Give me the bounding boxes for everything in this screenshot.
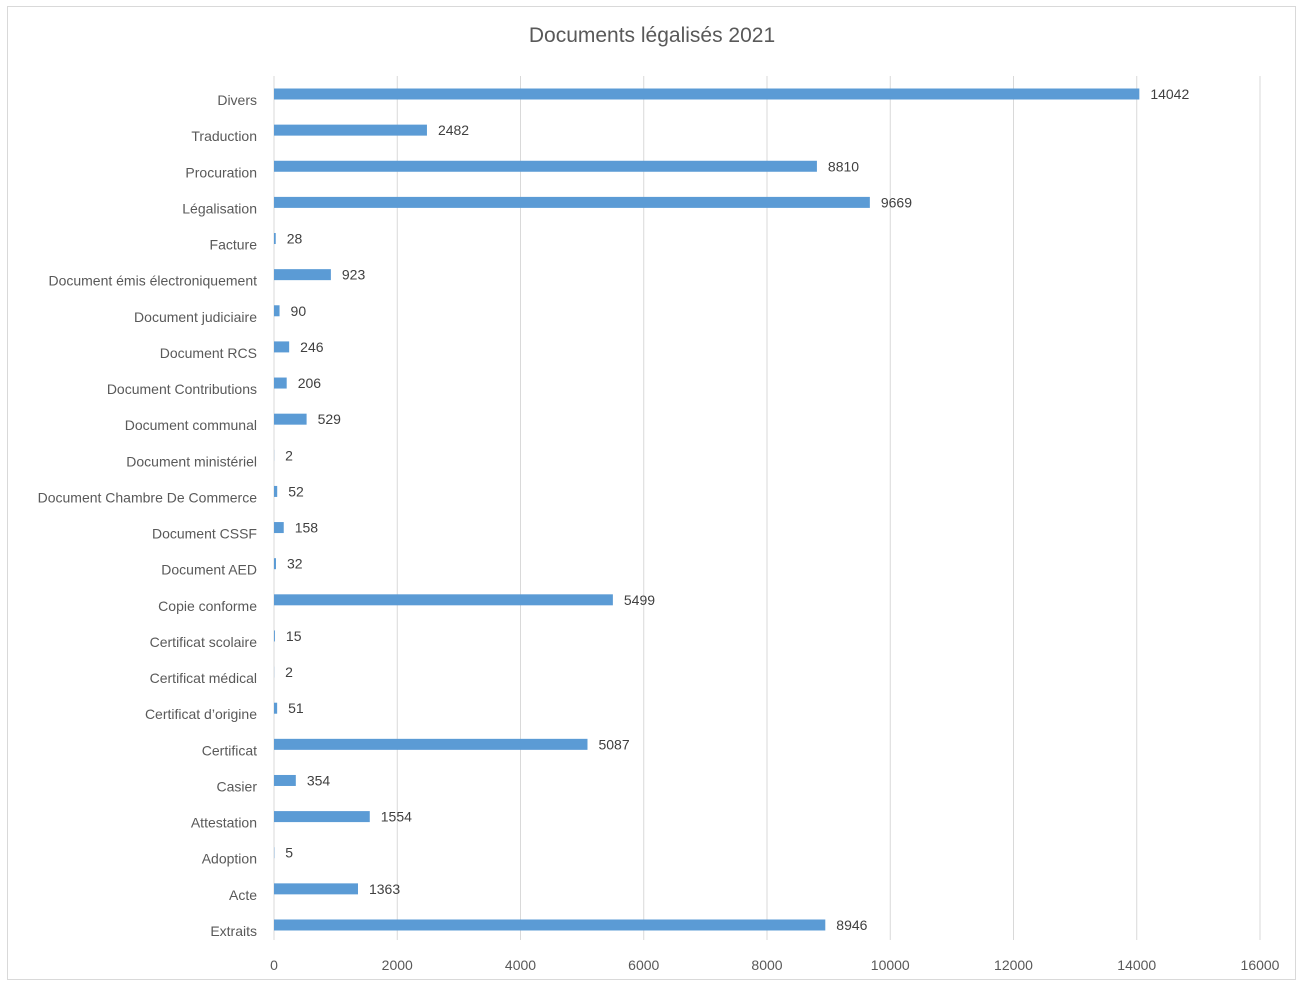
bar xyxy=(274,413,307,425)
data-label: 51 xyxy=(288,700,304,716)
category-label: Certificat scolaire xyxy=(150,634,258,650)
bar xyxy=(274,124,427,136)
bar xyxy=(274,558,276,570)
x-tick-label: 2000 xyxy=(382,957,413,973)
category-label: Document Contributions xyxy=(107,381,257,397)
data-label: 2 xyxy=(285,447,293,463)
value-labels: 1404224828810966928923902462065292521583… xyxy=(285,86,1189,933)
category-label: Document ministériel xyxy=(126,453,257,469)
bar xyxy=(274,883,358,895)
category-label: Légalisation xyxy=(182,200,257,216)
bar xyxy=(274,485,278,497)
x-tick-label: 4000 xyxy=(505,957,536,973)
bar xyxy=(274,88,1140,100)
data-label: 2 xyxy=(285,664,293,680)
data-label: 15 xyxy=(286,628,302,644)
data-label: 90 xyxy=(291,303,307,319)
category-label: Document émis électroniquement xyxy=(48,273,257,289)
data-label: 8810 xyxy=(828,158,859,174)
x-tick-label: 10000 xyxy=(871,957,910,973)
bar xyxy=(274,774,296,786)
category-label: Adoption xyxy=(202,851,257,867)
category-label: Document Chambre De Commerce xyxy=(38,489,258,505)
category-label: Document judiciaire xyxy=(134,309,257,325)
data-label: 354 xyxy=(307,772,331,788)
bar xyxy=(274,196,870,208)
category-label: Acte xyxy=(229,887,257,903)
bar xyxy=(274,522,284,534)
x-tick-label: 14000 xyxy=(1117,957,1156,973)
data-label: 14042 xyxy=(1150,86,1189,102)
bar xyxy=(274,919,826,931)
category-label: Certificat d’origine xyxy=(145,706,257,722)
data-label: 1363 xyxy=(369,881,400,897)
category-label: Traduction xyxy=(191,128,257,144)
bar xyxy=(274,341,290,353)
bar xyxy=(274,305,280,317)
category-labels: Divers Traduction Procuration Légalisation F… xyxy=(38,92,258,939)
data-label: 246 xyxy=(300,339,324,355)
category-label: Document RCS xyxy=(160,345,257,361)
gridlines xyxy=(273,76,1261,940)
category-label: Facture xyxy=(210,237,258,253)
data-label: 9669 xyxy=(881,194,912,210)
data-label: 923 xyxy=(342,267,366,283)
x-tick-label: 6000 xyxy=(628,957,659,973)
x-tick-label: 0 xyxy=(270,957,278,973)
category-label: Document CSSF xyxy=(152,526,257,542)
bar xyxy=(274,269,331,281)
bar xyxy=(274,160,817,172)
x-tick-label: 8000 xyxy=(751,957,782,973)
bar xyxy=(274,377,287,389)
bar xyxy=(274,738,588,750)
category-label: Document AED xyxy=(161,562,257,578)
category-label: Certificat médical xyxy=(150,670,257,686)
category-label: Attestation xyxy=(191,815,257,831)
data-label: 2482 xyxy=(438,122,469,138)
bar xyxy=(274,594,613,606)
chart-title: Documents légalisés 2021 xyxy=(528,24,776,47)
data-label: 5499 xyxy=(624,592,655,608)
category-label: Divers xyxy=(217,92,257,108)
data-label: 5 xyxy=(285,845,293,861)
bar xyxy=(274,811,370,823)
category-label: Procuration xyxy=(185,164,257,180)
data-label: 529 xyxy=(318,411,342,427)
data-label: 1554 xyxy=(381,809,412,825)
x-axis-tick-labels: 0 2000 4000 6000 8000 10000 12000 14000 16000 xyxy=(270,957,1280,973)
data-label: 52 xyxy=(288,483,304,499)
data-label: 158 xyxy=(295,520,319,536)
category-label: Document communal xyxy=(125,417,257,433)
data-label: 206 xyxy=(298,375,322,391)
bar xyxy=(274,702,278,714)
category-label: Extraits xyxy=(210,923,257,939)
category-label: Certificat xyxy=(202,742,257,758)
category-label: Casier xyxy=(217,778,258,794)
data-label: 28 xyxy=(287,231,303,247)
x-tick-label: 16000 xyxy=(1241,957,1280,973)
data-label: 5087 xyxy=(598,736,629,752)
bars xyxy=(274,88,1140,931)
data-label: 8946 xyxy=(836,917,867,933)
bar xyxy=(274,233,276,245)
x-tick-label: 12000 xyxy=(994,957,1033,973)
data-label: 32 xyxy=(287,556,303,572)
bar xyxy=(274,630,275,642)
category-label: Copie conforme xyxy=(158,598,257,614)
